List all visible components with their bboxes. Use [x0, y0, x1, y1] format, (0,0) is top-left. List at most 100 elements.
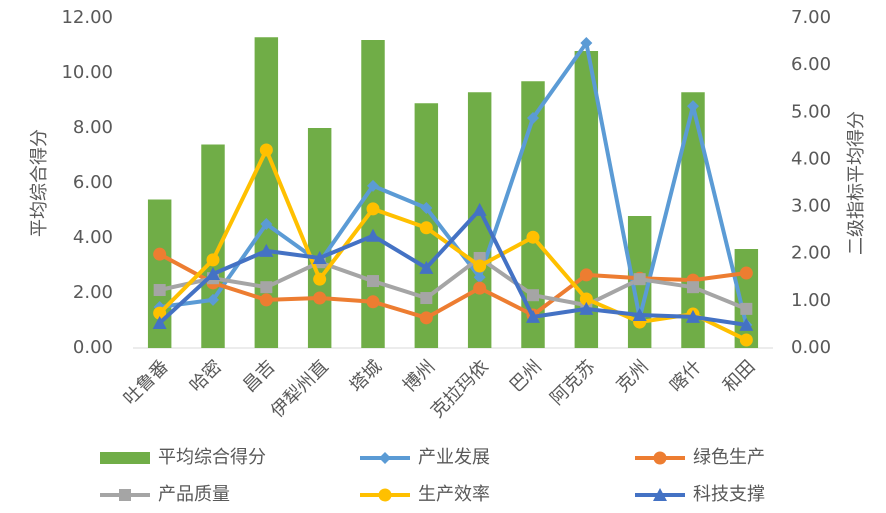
marker: [687, 281, 699, 294]
marker: [313, 291, 327, 305]
legend-item: 平均综合得分: [100, 447, 266, 468]
marker: [632, 308, 647, 321]
marker: [419, 221, 433, 235]
x-tick-label: 克州: [612, 356, 652, 396]
marker: [472, 202, 487, 216]
marker: [153, 247, 167, 261]
marker: [526, 309, 540, 323]
marker: [473, 259, 487, 273]
marker: [633, 273, 646, 286]
marker: [367, 275, 379, 288]
x-tick-label: 哈密: [186, 356, 226, 396]
marker: [313, 272, 327, 286]
marker: [260, 218, 273, 231]
line: [159, 255, 748, 311]
y-tick-label: 4.00: [73, 227, 113, 248]
marker: [420, 292, 433, 305]
y-tick-label: 8.00: [73, 117, 113, 138]
y2-tick-label: 3.00: [791, 196, 831, 217]
y2-tick-label: 1.00: [791, 290, 831, 311]
x-tick-label: 伊犁州直: [267, 356, 333, 422]
legend-label: 产品质量: [158, 484, 230, 505]
legend-label: 产业发展: [418, 447, 490, 468]
legend-label: 科技支撑: [693, 484, 765, 505]
marker: [260, 281, 273, 294]
legend-label: 平均综合得分: [158, 447, 266, 468]
marker: [579, 292, 593, 306]
line-series: [152, 202, 754, 331]
bar: [307, 128, 332, 348]
legend-label: 生产效率: [418, 484, 490, 505]
marker: [312, 250, 327, 264]
marker: [119, 489, 131, 501]
x-tick-label: 吐鲁番: [120, 356, 173, 409]
y-tick-label: 2.00: [73, 282, 113, 303]
marker: [259, 243, 274, 257]
marker: [739, 266, 753, 280]
bar: [521, 81, 545, 348]
y-tick-label: 6.00: [73, 172, 113, 193]
marker: [366, 228, 380, 242]
marker: [153, 284, 166, 297]
marker: [527, 289, 539, 302]
marker: [473, 271, 486, 284]
marker: [527, 111, 539, 124]
legend-item: 绿色生产: [635, 447, 765, 468]
marker: [366, 202, 380, 216]
line: [158, 207, 747, 327]
x-tick-label: 和田: [719, 356, 759, 396]
marker: [152, 316, 167, 330]
y2-tick-label: 2.00: [791, 243, 831, 264]
marker: [526, 230, 540, 244]
x-tick-label: 塔城: [346, 356, 386, 396]
legend-item: 生产效率: [360, 484, 490, 505]
marker: [653, 451, 667, 465]
marker: [580, 36, 593, 49]
marker: [153, 306, 167, 320]
x-tick-label: 昌吉: [239, 356, 279, 396]
marker: [379, 452, 391, 464]
marker: [686, 309, 700, 323]
x-tick-label: 克拉玛依: [427, 356, 493, 422]
marker: [207, 293, 219, 306]
marker: [367, 179, 379, 192]
y2-tick-label: 5.00: [791, 101, 831, 122]
marker: [206, 266, 220, 280]
marker: [653, 488, 667, 501]
bar: [201, 144, 225, 348]
marker: [687, 100, 699, 113]
bar: [361, 40, 385, 348]
marker: [259, 293, 273, 307]
legend-item: 科技支撑: [635, 484, 765, 505]
marker: [259, 143, 273, 157]
marker: [206, 253, 220, 267]
legend-swatch: [100, 452, 150, 464]
marker: [579, 268, 593, 282]
y2-tick-label: 0.00: [791, 337, 831, 358]
marker: [419, 311, 433, 325]
marker: [378, 488, 392, 502]
bar: [467, 92, 492, 348]
y2-tick-label: 4.00: [791, 148, 831, 169]
y2-tick-label: 6.00: [791, 54, 831, 75]
y2-axis-title: 二级指标平均得分: [846, 111, 867, 255]
line: [159, 40, 749, 326]
y-tick-label: 12.00: [61, 7, 113, 28]
marker: [739, 317, 754, 331]
legend-label: 绿色生产: [693, 447, 765, 468]
y-axis-title: 平均综合得分: [29, 129, 50, 237]
marker: [739, 333, 753, 347]
legend-item: 产品质量: [100, 484, 230, 505]
marker: [366, 295, 380, 309]
x-tick-label: 喀什: [666, 356, 706, 396]
y-tick-label: 10.00: [61, 62, 113, 83]
line-series: [153, 143, 753, 347]
legend-item: 产业发展: [360, 447, 490, 468]
marker: [473, 281, 487, 295]
y-tick-label: 0.00: [73, 337, 113, 358]
x-tick-label: 阿克苏: [546, 356, 599, 409]
marker: [579, 301, 594, 315]
x-tick-label: 巴州: [506, 356, 546, 396]
marker: [740, 302, 753, 315]
